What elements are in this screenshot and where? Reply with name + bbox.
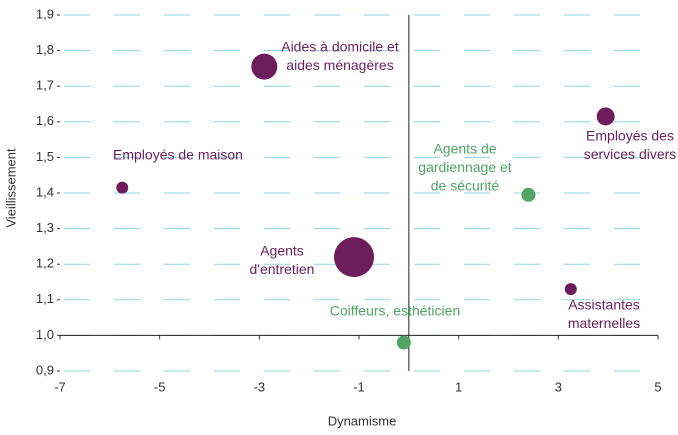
x-tick-label: 1 bbox=[455, 379, 462, 394]
y-axis-label: Vieillissement bbox=[3, 148, 18, 228]
y-tick-label: 1,4 bbox=[36, 184, 54, 199]
bubble bbox=[251, 53, 278, 80]
point-label: d'entretien bbox=[250, 261, 315, 277]
point-label: Coiffeurs, esthéticien bbox=[330, 303, 460, 319]
y-tick-label: 1,9 bbox=[36, 6, 54, 21]
x-tick-label: -7 bbox=[54, 379, 66, 394]
y-tick-label: 0,9 bbox=[36, 362, 54, 377]
point-label: Aides à domicile et bbox=[281, 39, 399, 55]
y-tick-label: 1,7 bbox=[36, 78, 54, 93]
point-label: Employés de maison bbox=[113, 147, 243, 163]
point-label: gardiennage et bbox=[418, 159, 512, 175]
x-tick-label: 3 bbox=[555, 379, 562, 394]
y-tick-label: 1,8 bbox=[36, 42, 54, 57]
bubble bbox=[521, 187, 536, 202]
bubble bbox=[564, 283, 577, 296]
point-label: maternelles bbox=[568, 315, 640, 331]
bubble bbox=[116, 181, 129, 194]
x-tick-label: -5 bbox=[154, 379, 166, 394]
y-tick-label: 1,5 bbox=[36, 149, 54, 164]
bubble bbox=[596, 107, 615, 126]
point-label: de sécurité bbox=[431, 178, 500, 194]
point-label: Assistantes bbox=[568, 297, 640, 313]
y-tick-label: 1,0 bbox=[36, 327, 54, 342]
y-tick-label: 1,2 bbox=[36, 256, 54, 271]
x-axis-label: Dynamisme bbox=[328, 413, 397, 428]
point-label: Agents bbox=[260, 243, 304, 259]
point-label: Employés des bbox=[586, 128, 674, 144]
y-tick-label: 1,3 bbox=[36, 220, 54, 235]
point-label: aides ménagères bbox=[286, 57, 393, 73]
point-label: services divers bbox=[584, 146, 677, 162]
bubble bbox=[334, 237, 375, 278]
bubble bbox=[396, 335, 411, 350]
x-tick-label: -1 bbox=[353, 379, 365, 394]
x-tick-label: 5 bbox=[654, 379, 661, 394]
point-label: Agents de bbox=[433, 141, 496, 157]
x-tick-label: -3 bbox=[254, 379, 266, 394]
y-tick-label: 1,1 bbox=[36, 291, 54, 306]
y-tick-label: 1,6 bbox=[36, 113, 54, 128]
